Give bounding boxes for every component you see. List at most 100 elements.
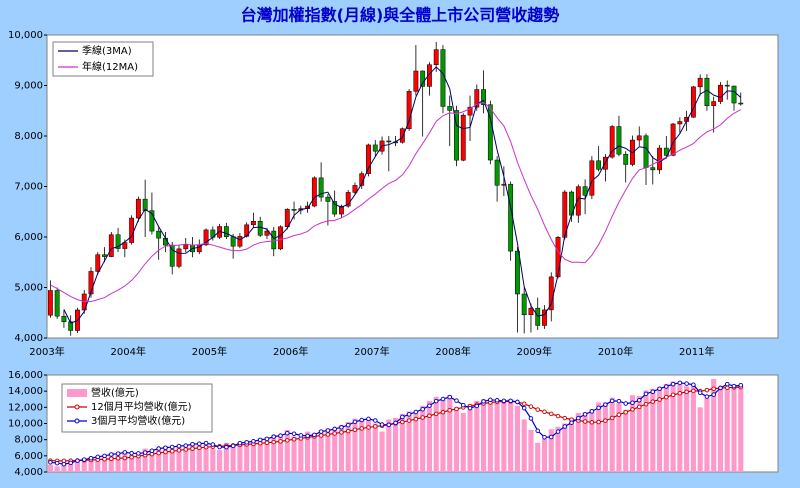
line-marker <box>115 451 121 456</box>
line-marker <box>210 442 216 447</box>
candle-body <box>237 236 243 247</box>
bar <box>189 442 196 472</box>
line-marker <box>576 415 581 421</box>
line-marker <box>528 404 534 409</box>
line-marker <box>521 401 527 407</box>
line-marker <box>190 446 195 451</box>
bar <box>535 442 541 472</box>
legend-label: 12個月平均營收(億元) <box>91 400 192 413</box>
line-marker <box>271 439 276 445</box>
candle-body <box>278 226 283 250</box>
line-marker <box>54 460 60 466</box>
line-marker <box>366 425 371 430</box>
line-marker <box>102 453 107 459</box>
bar <box>501 400 507 472</box>
line-marker <box>298 433 304 438</box>
line-marker <box>427 403 432 408</box>
bar <box>61 461 67 472</box>
line-marker <box>136 451 141 456</box>
line-marker <box>677 391 683 396</box>
line-marker <box>691 388 696 394</box>
line-marker <box>61 461 67 467</box>
candle-body <box>88 271 94 295</box>
line-marker <box>345 422 351 428</box>
candle-body <box>697 77 703 88</box>
line-marker <box>332 431 337 436</box>
y-tick-label: 9,000 <box>14 81 43 92</box>
legend-swatch <box>67 389 87 397</box>
line-marker <box>386 422 392 428</box>
line-marker <box>413 409 419 415</box>
candle-body <box>460 114 466 161</box>
line-marker <box>183 447 189 452</box>
bar <box>101 455 108 472</box>
line-marker <box>549 411 554 417</box>
candle-body <box>264 230 270 236</box>
line-marker <box>636 404 642 410</box>
line-marker <box>467 405 473 411</box>
bar <box>386 419 392 472</box>
candle-body <box>596 160 602 170</box>
line-marker <box>203 444 209 450</box>
line-marker <box>197 441 202 446</box>
line-marker <box>650 399 656 404</box>
candle-body <box>636 135 642 141</box>
candle-body <box>372 144 378 152</box>
line-marker <box>115 456 121 461</box>
line <box>50 101 742 303</box>
bar <box>338 425 345 472</box>
line-marker <box>603 418 608 423</box>
candle-body <box>183 244 189 250</box>
line-marker <box>163 449 168 455</box>
line-marker <box>488 397 493 403</box>
candle-body <box>711 101 717 106</box>
line-marker <box>562 424 568 429</box>
bar <box>318 429 324 472</box>
bar <box>460 412 466 472</box>
line-marker <box>501 398 507 404</box>
bar <box>291 436 297 472</box>
candle-body <box>724 84 730 87</box>
y-tick-label: 10,000 <box>8 30 43 41</box>
candle-body <box>677 121 683 125</box>
candle-body <box>257 220 263 236</box>
y-tick-label: 4,000 <box>14 467 43 478</box>
bar <box>332 428 338 472</box>
bar <box>589 408 595 472</box>
line-marker <box>549 434 554 440</box>
line-marker <box>109 456 114 461</box>
line-marker <box>454 406 459 412</box>
y-tick-label: 10,000 <box>8 419 43 430</box>
bar <box>643 390 649 472</box>
line-marker <box>454 398 459 403</box>
y-tick-label: 7,000 <box>14 182 43 193</box>
candle-body <box>61 315 67 323</box>
bar <box>169 446 175 472</box>
bar <box>277 434 284 472</box>
line-marker <box>291 431 297 437</box>
bar <box>115 453 121 472</box>
bar <box>650 388 656 472</box>
candle-body <box>521 293 527 316</box>
line-marker <box>420 406 425 412</box>
bar <box>257 438 263 472</box>
chart-title: 台灣加權指數(月線)與全體上市公司營收趨勢 <box>241 6 560 25</box>
bar <box>149 449 155 472</box>
candle-body <box>427 64 432 87</box>
line-marker <box>406 418 412 423</box>
bar <box>711 379 717 472</box>
y-tick-label: 4,000 <box>14 333 43 344</box>
line-marker <box>494 398 500 403</box>
line-marker <box>163 445 168 451</box>
bar <box>663 383 669 472</box>
line-marker <box>596 419 601 425</box>
line-marker <box>68 460 73 466</box>
legend-label: 年線(12MA) <box>82 60 138 73</box>
candle-body <box>149 210 155 232</box>
line-marker <box>305 433 310 439</box>
line-marker <box>285 430 290 436</box>
candle-body <box>731 85 737 104</box>
bar <box>697 407 703 472</box>
line-marker <box>535 407 540 412</box>
